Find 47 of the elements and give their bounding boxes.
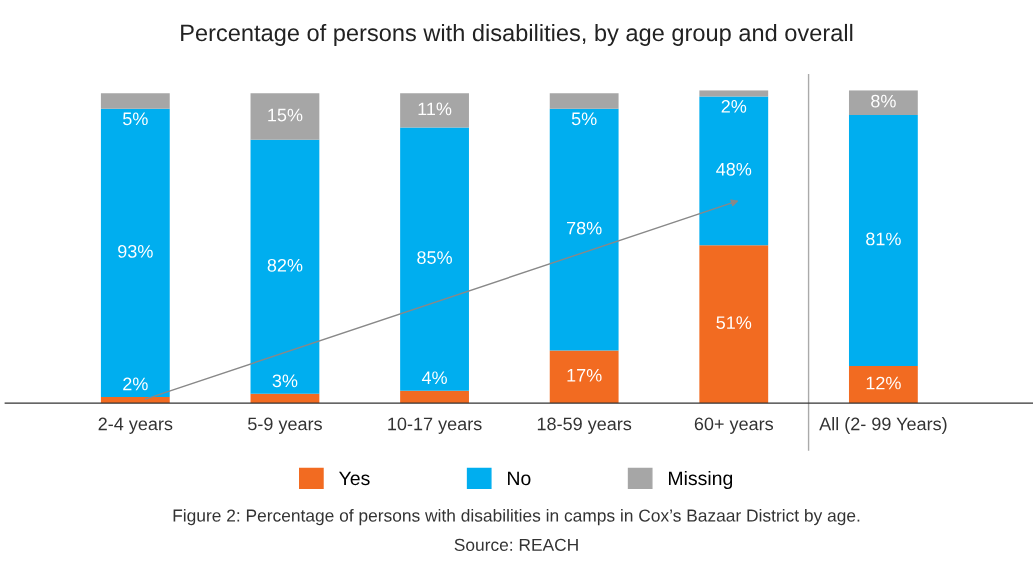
data-label: 51%	[716, 316, 752, 330]
bar	[549, 350, 619, 404]
data-label: 17%	[567, 368, 602, 382]
x-tick-label: 18-59 years	[537, 417, 632, 434]
data-label: 85%	[417, 251, 452, 264]
data-label: 5%	[571, 112, 597, 126]
bar	[250, 393, 320, 404]
source-note: Source: REACH	[454, 538, 578, 552]
bar	[549, 108, 619, 351]
bar	[100, 396, 170, 404]
caption: Figure 2: Percentage of persons with disabilities in camps in Cox’s Bazaar District by age.	[173, 508, 860, 526]
bar	[549, 93, 619, 109]
x-tick-label: 10-17 years	[388, 417, 482, 434]
data-label: 48%	[716, 162, 752, 176]
bar	[100, 93, 170, 109]
chart-title: Percentage of persons with disabilities, by age group and overall	[181, 23, 853, 46]
legend-label: Yes	[339, 471, 370, 486]
bar	[848, 365, 918, 404]
bar	[100, 108, 170, 397]
bar	[400, 127, 469, 391]
data-label: 4%	[421, 371, 447, 385]
bar	[400, 390, 469, 404]
legend-label: Missing	[668, 470, 733, 490]
data-label: 78%	[567, 221, 602, 235]
bar	[699, 245, 769, 404]
bar	[250, 93, 320, 140]
data-label: 82%	[267, 258, 303, 272]
bar	[250, 139, 320, 394]
x-tick-label: All (2- 99 Years)	[819, 417, 947, 434]
bar	[848, 90, 918, 116]
data-label: 8%	[871, 94, 896, 108]
data-label: 11%	[418, 102, 452, 116]
x-tick-label: 60+ years	[694, 417, 774, 434]
data-label: 2%	[721, 100, 747, 113]
data-label: 15%	[268, 108, 303, 122]
data-label: 5%	[123, 112, 148, 126]
x-tick-label: 2-4 years	[98, 417, 173, 434]
data-label: 12%	[866, 376, 901, 390]
data-label: 93%	[118, 244, 153, 258]
bar	[699, 96, 769, 246]
x-tick-label: 5-9 years	[248, 417, 322, 434]
bar	[848, 115, 918, 366]
bar	[400, 93, 469, 128]
data-label: 81%	[866, 232, 901, 246]
data-label: 2%	[123, 377, 148, 391]
data-label: 3%	[272, 374, 298, 388]
legend-label: No	[508, 471, 531, 486]
